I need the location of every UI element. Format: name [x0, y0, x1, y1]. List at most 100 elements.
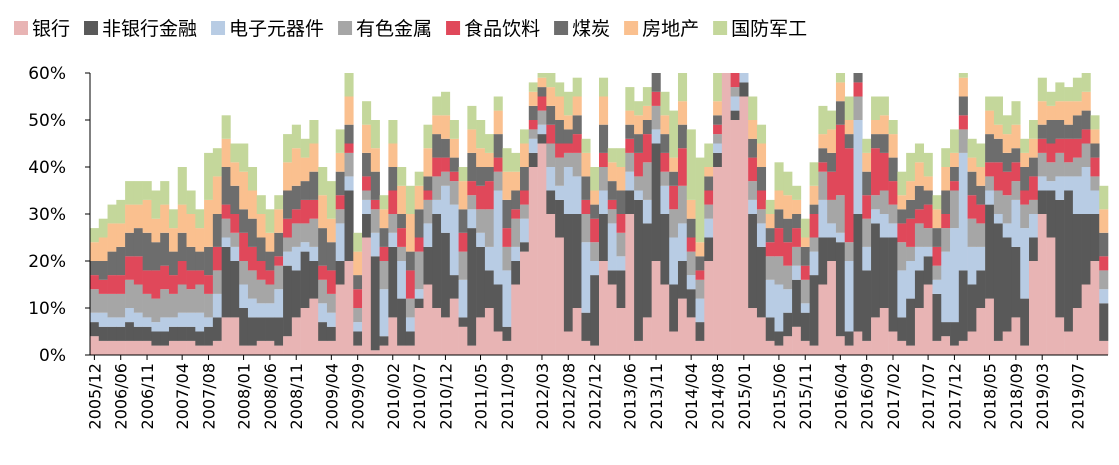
- bar-segment: [326, 242, 337, 271]
- bar-segment: [1072, 214, 1082, 308]
- bar-segment: [274, 256, 284, 266]
- bar-segment: [1081, 73, 1091, 92]
- bar-segment: [572, 96, 582, 116]
- bar-segment: [318, 303, 328, 323]
- bar-segment: [221, 115, 231, 139]
- bar-segment: [563, 331, 573, 355]
- bar-segment: [370, 148, 380, 172]
- bar-segment: [370, 199, 380, 210]
- bar-segment: [677, 298, 688, 355]
- bar-segment: [177, 326, 187, 341]
- bar-segment: [897, 223, 907, 243]
- bar-segment: [186, 312, 196, 327]
- bar-segment: [809, 214, 819, 238]
- bar-segment: [888, 331, 898, 355]
- bar-segment: [660, 134, 670, 153]
- bar-segment: [335, 152, 345, 172]
- bar-segment: [976, 204, 986, 224]
- bar-segment: [274, 265, 284, 290]
- bar-segment: [283, 218, 293, 238]
- bar-segment: [397, 345, 407, 355]
- bar-segment: [941, 148, 951, 167]
- bar-segment: [186, 326, 196, 341]
- bar-segment: [835, 242, 846, 337]
- bar-segment: [993, 96, 1003, 125]
- bar-segment: [599, 167, 609, 191]
- bar-segment: [862, 270, 872, 341]
- bar-segment: [247, 270, 258, 299]
- bar-segment: [221, 138, 231, 167]
- bar-segment: [871, 148, 881, 196]
- bar-segment: [660, 171, 670, 186]
- bar-segment: [1046, 181, 1056, 191]
- bar-segment: [379, 195, 389, 210]
- bar-segment: [168, 326, 179, 341]
- bar-segment: [642, 87, 652, 106]
- x-tick-label: 2016/04: [831, 363, 850, 429]
- bar-segment: [107, 275, 117, 294]
- bar-segment: [256, 340, 266, 355]
- bar-segment: [1011, 246, 1021, 318]
- bar-segment: [432, 134, 442, 158]
- bar-segment: [142, 317, 152, 327]
- bar-segment: [90, 289, 100, 313]
- x-tick-label: 2018/05: [981, 363, 1000, 429]
- bar-segment: [502, 246, 512, 271]
- bar-segment: [879, 308, 889, 355]
- bar-segment: [265, 232, 275, 252]
- bar-segment: [827, 223, 837, 238]
- bar-segment: [405, 251, 416, 271]
- bar-segment: [923, 204, 933, 229]
- bar-segment: [774, 331, 784, 346]
- bar-segment: [642, 162, 652, 200]
- bar-segment: [818, 162, 828, 172]
- bar-segment: [765, 214, 775, 229]
- bar-segment: [318, 279, 328, 304]
- bar-segment: [397, 298, 407, 346]
- bar-segment: [256, 303, 266, 318]
- bar-segment: [239, 284, 249, 308]
- bar-segment: [1020, 152, 1030, 167]
- bar-segment: [344, 124, 354, 144]
- bar-segment: [563, 143, 573, 153]
- bar-segment: [581, 199, 591, 214]
- bar-segment: [1064, 331, 1074, 355]
- bar-segment: [502, 171, 512, 200]
- bar-segment: [730, 87, 740, 97]
- bar-segment: [449, 275, 459, 299]
- bar-segment: [1099, 303, 1109, 341]
- x-tick-label: 2005/12: [85, 363, 104, 429]
- bar-segment: [1002, 237, 1012, 332]
- bar-segment: [98, 237, 108, 261]
- bar-segment: [125, 256, 135, 280]
- bar-segment: [809, 185, 819, 205]
- bar-segment: [730, 96, 740, 111]
- bar-segment: [90, 228, 100, 243]
- bar-segment: [204, 152, 214, 200]
- bar-segment: [914, 308, 925, 355]
- bar-segment: [397, 246, 407, 261]
- bar-segment: [563, 214, 573, 332]
- bar-segment: [133, 181, 143, 205]
- bar-segment: [537, 73, 547, 78]
- bar-segment: [862, 218, 872, 247]
- bar-segment: [204, 326, 214, 346]
- bar-segment: [511, 246, 521, 261]
- bar-segment: [651, 91, 661, 106]
- bar-segment: [502, 228, 512, 247]
- bar-segment: [212, 317, 222, 341]
- bar-segment: [414, 185, 424, 210]
- x-tick-label: 2014/04: [682, 363, 701, 429]
- bar-segment: [283, 336, 293, 355]
- bar-segment: [660, 284, 670, 355]
- bar-segment: [265, 209, 275, 233]
- bar-segment: [967, 171, 977, 196]
- bar-segment: [651, 129, 661, 144]
- bar-segment: [888, 204, 898, 224]
- bar-segment: [151, 322, 161, 332]
- bar-segment: [950, 190, 960, 229]
- bar-segment: [414, 251, 424, 290]
- bar-segment: [958, 152, 968, 271]
- bar-segment: [1011, 162, 1021, 182]
- bar-segment: [1055, 176, 1065, 200]
